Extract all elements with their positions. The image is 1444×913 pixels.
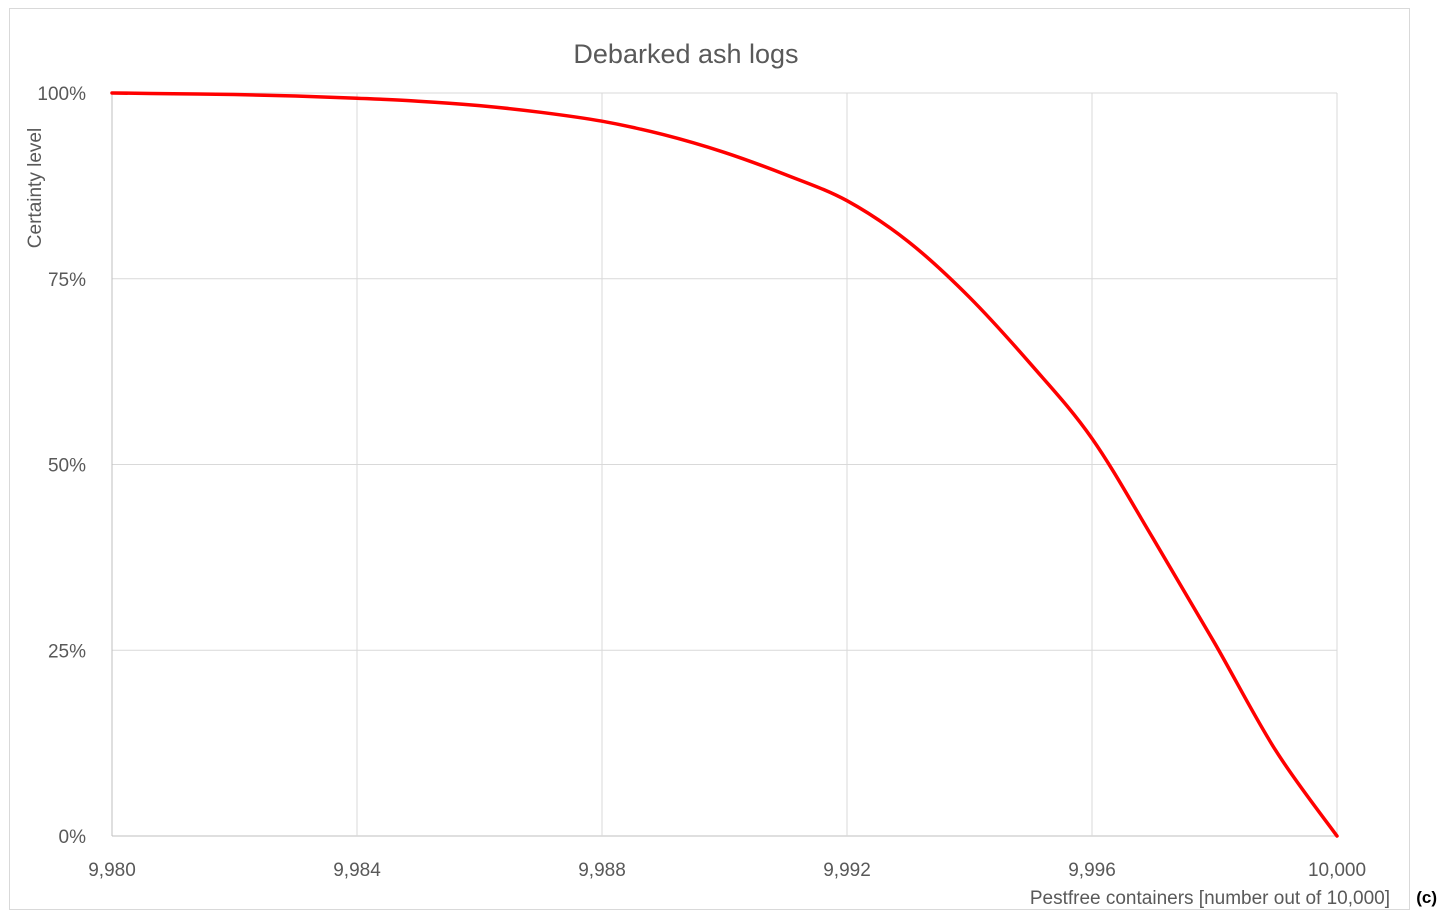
x-tick-label: 9,992	[823, 860, 871, 881]
y-axis-tick-labels: 0% 25% 50% 75% 100%	[37, 84, 86, 848]
y-tick-label: 25%	[48, 641, 86, 662]
x-tick-label: 9,984	[333, 860, 381, 881]
y-axis-title: Certainty level	[25, 128, 46, 248]
x-axis-tick-labels: 9,980 9,984 9,988 9,992 9,996 10,000	[88, 860, 1366, 881]
gridlines	[111, 92, 1338, 837]
series-layer	[110, 91, 1339, 838]
x-tick-label: 9,996	[1068, 860, 1116, 881]
y-tick-label: 50%	[48, 456, 86, 477]
y-tick-label: 100%	[37, 84, 86, 105]
y-tick-label: 75%	[48, 270, 86, 291]
chart-title: Debarked ash logs	[573, 39, 798, 69]
x-tick-label: 9,980	[88, 860, 136, 881]
x-tick-label: 9,988	[578, 860, 626, 881]
x-axis-title: Pestfree containers [number out of 10,00…	[1030, 888, 1390, 909]
series-line	[110, 91, 1339, 838]
chart-area	[9, 8, 1410, 910]
x-tick-label: 10,000	[1308, 860, 1366, 881]
y-tick-label: 0%	[59, 827, 87, 848]
panel-label: (c)	[1416, 888, 1437, 907]
